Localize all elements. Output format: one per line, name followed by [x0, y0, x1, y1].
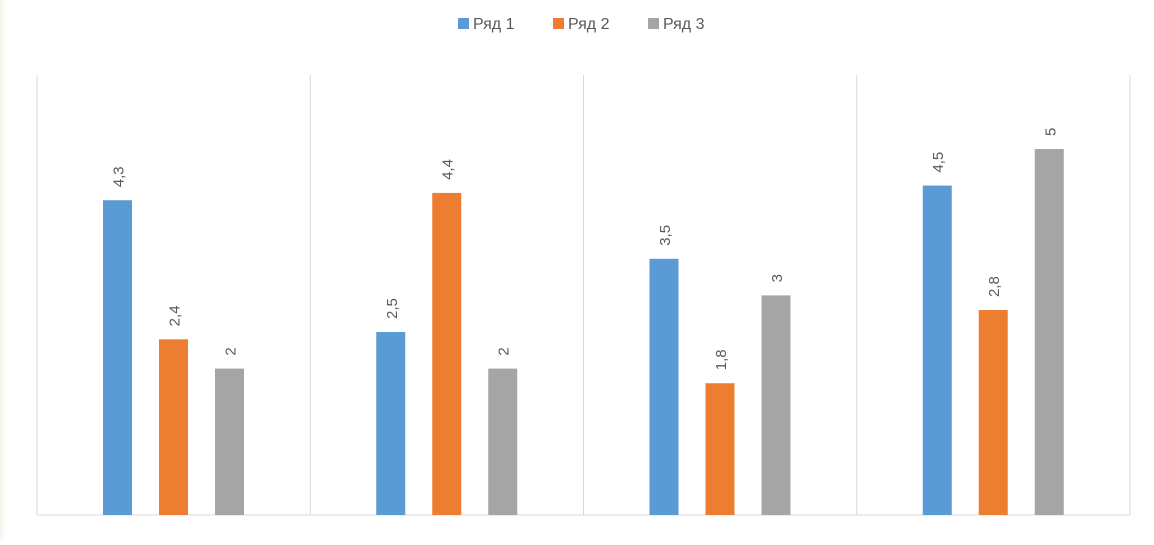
legend-label-series3: Ряд 3: [663, 16, 705, 33]
data-label-series3-cat1: 2: [223, 347, 240, 355]
legend-swatch-series3: [648, 18, 659, 29]
data-label-series3-cat2: 2: [496, 347, 513, 355]
bar-series2-cat1: [159, 339, 188, 515]
bar-series3-cat1: [215, 368, 244, 515]
bar-series1-cat1: [103, 200, 132, 516]
data-label-series2-cat1: 2,4: [167, 305, 184, 326]
data-label-series2-cat3: 1,8: [713, 349, 730, 370]
data-label-series3-cat4: 5: [1042, 128, 1059, 136]
bar-series3-cat3: [761, 295, 791, 515]
legend-label-series1: Ряд 1: [473, 16, 515, 33]
legend-label-series2: Ряд 2: [568, 16, 610, 33]
data-label-series2-cat4: 2,8: [986, 276, 1003, 297]
legend-swatch-series1: [458, 18, 469, 29]
bar-series2-cat2: [432, 192, 462, 516]
left-edge-decoration: [0, 0, 6, 540]
data-label-series1-cat4: 4,5: [930, 152, 947, 173]
bar-series2-cat3: [705, 383, 735, 515]
bar-series1-cat3: [649, 258, 679, 515]
data-label-series1-cat1: 4,3: [111, 166, 128, 187]
legend-swatch-series2: [553, 18, 564, 29]
bar-series2-cat4: [978, 310, 1008, 515]
bar-series1-cat4: [922, 185, 952, 515]
data-label-series1-cat3: 3,5: [657, 225, 674, 246]
data-label-series3-cat3: 3: [769, 274, 786, 282]
bar-series3-cat2: [488, 368, 518, 515]
data-label-series1-cat2: 2,5: [384, 298, 401, 319]
bar-series1-cat2: [376, 332, 406, 515]
bar-series3-cat4: [1034, 149, 1064, 515]
data-label-series2-cat2: 4,4: [440, 159, 457, 180]
